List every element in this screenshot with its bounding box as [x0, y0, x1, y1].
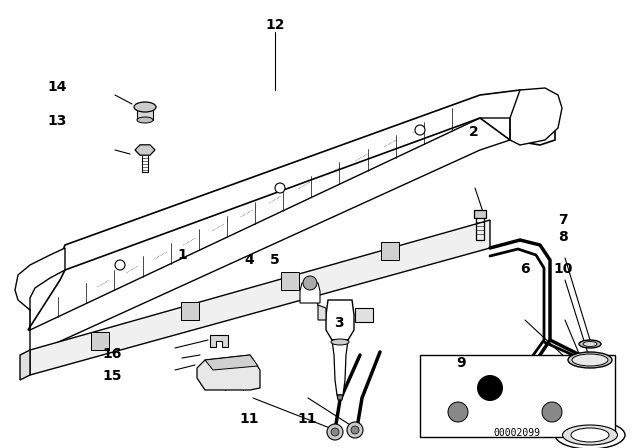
Polygon shape: [281, 272, 299, 290]
Circle shape: [303, 276, 317, 290]
Circle shape: [415, 125, 425, 135]
Polygon shape: [474, 210, 486, 218]
Polygon shape: [20, 350, 30, 380]
Text: 13: 13: [48, 114, 67, 128]
Polygon shape: [326, 300, 354, 340]
Text: 9: 9: [456, 356, 466, 370]
Text: 7: 7: [558, 212, 568, 227]
Ellipse shape: [555, 421, 625, 448]
Polygon shape: [381, 242, 399, 260]
Circle shape: [542, 402, 562, 422]
Ellipse shape: [563, 425, 618, 445]
Text: 10: 10: [554, 262, 573, 276]
Text: 15: 15: [102, 369, 122, 383]
Circle shape: [448, 402, 468, 422]
Polygon shape: [135, 145, 155, 155]
Ellipse shape: [571, 428, 609, 442]
Polygon shape: [15, 248, 65, 310]
Polygon shape: [30, 220, 490, 375]
Ellipse shape: [137, 117, 153, 123]
Polygon shape: [137, 107, 153, 120]
Text: 5: 5: [270, 253, 280, 267]
Ellipse shape: [134, 102, 156, 112]
Polygon shape: [332, 340, 348, 395]
Circle shape: [327, 424, 343, 440]
Text: 11: 11: [240, 412, 259, 426]
Polygon shape: [300, 283, 320, 303]
Polygon shape: [510, 88, 562, 145]
Polygon shape: [568, 360, 612, 420]
Circle shape: [351, 426, 359, 434]
Text: 12: 12: [266, 17, 285, 32]
Text: 16: 16: [102, 347, 122, 361]
Polygon shape: [20, 90, 555, 330]
Text: 2: 2: [468, 125, 479, 139]
Ellipse shape: [331, 339, 349, 345]
Text: 00002099: 00002099: [493, 428, 541, 438]
Circle shape: [275, 183, 285, 193]
Text: 6: 6: [520, 262, 530, 276]
Polygon shape: [318, 305, 326, 320]
Polygon shape: [210, 335, 228, 347]
Circle shape: [331, 428, 339, 436]
Circle shape: [115, 260, 125, 270]
Polygon shape: [337, 395, 343, 400]
Text: 4: 4: [244, 253, 255, 267]
Ellipse shape: [568, 352, 612, 368]
Circle shape: [477, 375, 503, 401]
Circle shape: [347, 422, 363, 438]
Text: 8: 8: [558, 230, 568, 245]
Polygon shape: [205, 355, 258, 370]
Text: 11: 11: [298, 412, 317, 426]
Polygon shape: [91, 332, 109, 350]
Ellipse shape: [583, 341, 597, 346]
Polygon shape: [197, 355, 260, 390]
Polygon shape: [181, 302, 199, 320]
Bar: [420, 355, 615, 437]
Ellipse shape: [579, 340, 601, 348]
Text: 1: 1: [177, 248, 188, 263]
Ellipse shape: [572, 354, 608, 366]
Polygon shape: [355, 308, 373, 322]
Text: 14: 14: [48, 80, 67, 95]
Text: 3: 3: [334, 315, 344, 330]
